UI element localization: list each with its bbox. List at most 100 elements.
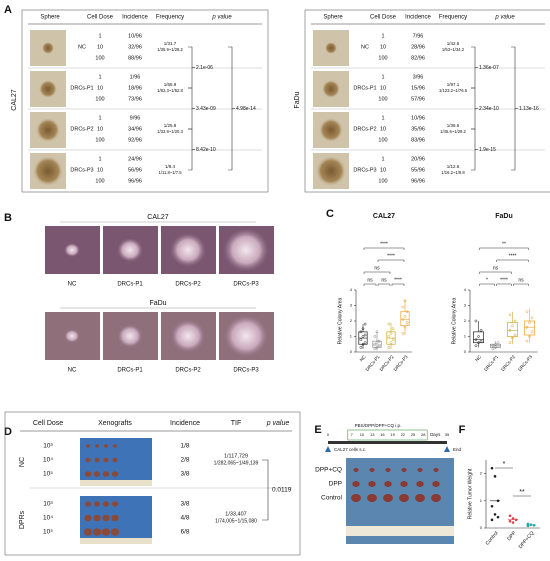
data-point	[363, 333, 367, 337]
cell-dose: 10⁴	[43, 515, 53, 522]
p-bracket	[471, 128, 476, 171]
tumor	[415, 494, 425, 502]
frequency-ci: 1/82.3~1/52.8	[157, 88, 183, 93]
cell-dose: 100	[95, 178, 104, 184]
data-point	[511, 521, 515, 524]
incidence: 15/96	[411, 85, 425, 91]
group-label: DPP+CQ	[315, 467, 342, 474]
group-name: DRCs-P3	[353, 167, 376, 173]
frequency-ci: 1/53~1/34.2	[442, 47, 465, 52]
frequency-ci: 1/11.8~1/7.5	[158, 170, 182, 175]
p-value: 1.36e-07	[479, 65, 499, 71]
data-point	[387, 322, 391, 326]
cell-dose: 1	[98, 115, 101, 121]
data-point	[496, 515, 500, 519]
tumor	[399, 494, 409, 502]
sphere	[42, 42, 54, 54]
data-point	[496, 499, 500, 503]
cell-dose: 10⁵	[43, 471, 53, 478]
cell-dose: 100	[378, 178, 387, 184]
data-point	[490, 518, 494, 522]
image-label: DRCs-P3	[233, 368, 259, 374]
group-name: NC	[19, 457, 26, 467]
data-point	[493, 513, 497, 516]
cell-dose: 10⁵	[43, 529, 53, 536]
data-point	[359, 330, 363, 334]
incidence: 1/8	[180, 443, 189, 450]
table-frame	[304, 9, 550, 193]
data-point	[401, 332, 405, 335]
data-point	[361, 342, 365, 346]
cell-dose: 10	[97, 167, 103, 173]
data-point	[375, 341, 379, 345]
tumor	[92, 528, 102, 536]
significance: ns	[367, 277, 373, 283]
frequency: 1/12.6	[447, 164, 460, 169]
cell-dose: 10	[380, 126, 386, 132]
data-point	[391, 327, 395, 331]
cell-dose: 100	[378, 55, 387, 61]
p-value: 0.0119	[272, 487, 292, 494]
timeline	[328, 441, 447, 444]
significance: ****	[394, 277, 402, 283]
panel-letter: C	[326, 208, 334, 220]
sphere	[322, 80, 340, 98]
data-point	[359, 346, 363, 349]
header: Cell Dose	[87, 15, 114, 21]
incidence: 92/96	[128, 137, 142, 143]
colony	[223, 314, 269, 358]
p-value: 1.13e-16	[519, 106, 539, 112]
group-name: DRCs-P1	[353, 85, 376, 91]
significance: ****	[387, 253, 395, 259]
data-point	[401, 305, 405, 309]
cell-dose: 100	[95, 55, 104, 61]
tumor	[383, 494, 393, 502]
tumor	[103, 501, 109, 507]
incidence: 73/96	[128, 96, 142, 102]
frequency-ci: 1/123.2~1/76.5	[439, 88, 468, 93]
significance: ns	[518, 277, 524, 283]
group-name: DRCs-P1	[70, 85, 93, 91]
data-point	[403, 315, 407, 318]
tumor	[85, 457, 91, 463]
y-tick-label: 2	[480, 471, 483, 476]
x-tick-label: DPP	[506, 530, 518, 542]
incidence: 34/96	[128, 126, 142, 132]
data-point	[513, 333, 517, 337]
header: p value	[266, 420, 290, 427]
data-point	[508, 341, 512, 345]
incidence: 82/96	[411, 55, 425, 61]
incidence: 2/8	[180, 457, 189, 464]
cell-dose: 10³	[43, 443, 53, 450]
sphere	[33, 156, 63, 186]
data-point	[375, 330, 379, 334]
header: Cell Dose	[33, 420, 63, 427]
p-value: 4.98e-14	[236, 106, 256, 112]
day-tick: 0	[327, 432, 330, 437]
incidence: 20/96	[411, 156, 425, 162]
data-point	[496, 345, 500, 348]
incidence: 10/96	[411, 115, 425, 121]
p-value: 8.42e-10	[196, 147, 216, 153]
tumor	[353, 468, 359, 472]
x-tick-label: Control	[485, 530, 500, 546]
row-title: CAL27	[147, 214, 169, 221]
box	[524, 320, 535, 336]
data-point	[401, 318, 405, 321]
incidence: 3/8	[180, 471, 189, 478]
cell-dose: 1	[381, 115, 384, 121]
tumor	[112, 457, 118, 463]
ruler	[80, 538, 152, 544]
tif-ci: 1/74,005~1/15,080	[215, 518, 257, 524]
frequency-ci: 1/32.9~1/20.3	[157, 129, 183, 134]
tumor	[84, 471, 92, 477]
tif-ci: 1/282,065~1/49,139	[214, 460, 259, 466]
cell-dose: 100	[95, 137, 104, 143]
p-value: 2.34e-10	[479, 106, 499, 112]
data-point	[491, 344, 495, 348]
x-tick-label: DRCs-P3	[393, 354, 409, 372]
y-tick-label: 0	[350, 349, 353, 354]
group-name: DRCs-P2	[353, 126, 376, 132]
incidence: 7/96	[413, 33, 424, 39]
cell-dose: 10	[97, 85, 103, 91]
